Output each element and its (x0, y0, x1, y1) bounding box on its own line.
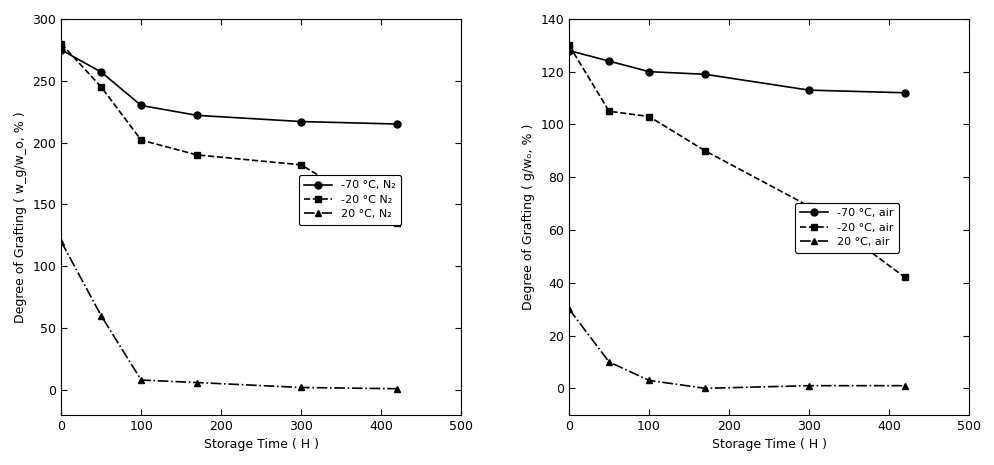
-70 °C, air (602, 58, 614, 64)
-20 °C N₂ (295, 162, 307, 167)
-20 °C N₂ (55, 41, 67, 46)
Line: 20 °C, air: 20 °C, air (565, 306, 908, 392)
-70 °C, N₂ (135, 103, 147, 108)
20 °C, air (642, 378, 654, 383)
20 °C, N₂ (295, 385, 307, 390)
20 °C, air (699, 385, 711, 391)
X-axis label: Storage Time ( H ): Storage Time ( H ) (711, 438, 826, 451)
20 °C, N₂ (191, 380, 203, 385)
Legend: -70 °C, air, -20 °C, air, 20 °C, air: -70 °C, air, -20 °C, air, 20 °C, air (794, 203, 898, 252)
-20 °C, air (563, 42, 575, 48)
-20 °C N₂ (135, 137, 147, 143)
-70 °C, air (563, 48, 575, 53)
Y-axis label: Degree of Grafting ( g/wₒ, % ): Degree of Grafting ( g/wₒ, % ) (521, 124, 534, 310)
-20 °C N₂ (191, 152, 203, 158)
Legend: -70 °C, N₂, -20 °C N₂, 20 °C, N₂: -70 °C, N₂, -20 °C N₂, 20 °C, N₂ (298, 175, 401, 225)
Line: -20 °C, air: -20 °C, air (565, 42, 908, 281)
-20 °C N₂ (95, 84, 107, 90)
X-axis label: Storage Time ( H ): Storage Time ( H ) (204, 438, 318, 451)
-20 °C, air (899, 275, 911, 280)
-70 °C, air (802, 87, 814, 93)
20 °C, N₂ (95, 313, 107, 319)
20 °C, air (563, 306, 575, 312)
Line: -20 °C N₂: -20 °C N₂ (58, 40, 401, 226)
-20 °C, air (642, 114, 654, 120)
20 °C, N₂ (55, 239, 67, 244)
-20 °C, air (699, 148, 711, 153)
20 °C, N₂ (135, 377, 147, 383)
Y-axis label: Degree of Grafting ( w_g/w_o, % ): Degree of Grafting ( w_g/w_o, % ) (14, 111, 27, 323)
-70 °C, air (899, 90, 911, 96)
20 °C, air (899, 383, 911, 388)
20 °C, air (802, 383, 814, 388)
Line: -70 °C, air: -70 °C, air (565, 47, 908, 96)
-70 °C, air (642, 69, 654, 74)
-70 °C, N₂ (55, 47, 67, 53)
-20 °C, air (602, 108, 614, 114)
-20 °C N₂ (391, 220, 403, 226)
-70 °C, air (699, 72, 711, 77)
-20 °C, air (802, 204, 814, 209)
Line: -70 °C, N₂: -70 °C, N₂ (58, 46, 401, 127)
-70 °C, N₂ (95, 69, 107, 75)
Line: 20 °C, N₂: 20 °C, N₂ (58, 238, 401, 392)
20 °C, N₂ (391, 386, 403, 392)
20 °C, air (602, 359, 614, 365)
-70 °C, N₂ (295, 119, 307, 124)
-70 °C, N₂ (391, 121, 403, 127)
-70 °C, N₂ (191, 113, 203, 118)
